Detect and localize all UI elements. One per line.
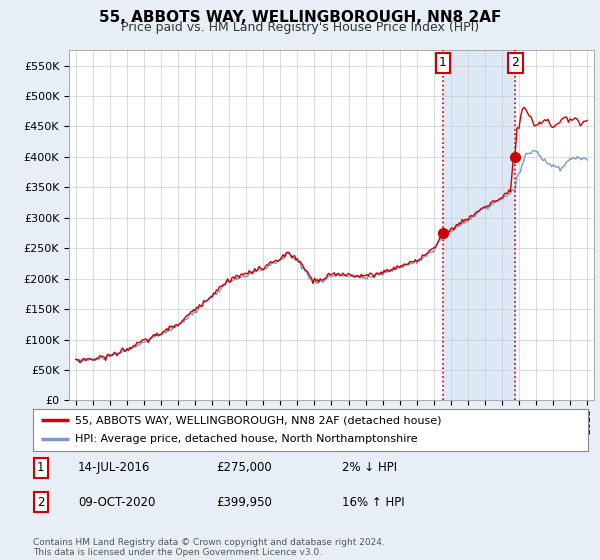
Text: 2% ↓ HPI: 2% ↓ HPI (342, 461, 397, 474)
Text: 09-OCT-2020: 09-OCT-2020 (78, 496, 155, 509)
Text: 2: 2 (37, 496, 44, 509)
Text: Price paid vs. HM Land Registry's House Price Index (HPI): Price paid vs. HM Land Registry's House … (121, 21, 479, 34)
Text: 2: 2 (511, 56, 519, 69)
Text: 55, ABBOTS WAY, WELLINGBOROUGH, NN8 2AF: 55, ABBOTS WAY, WELLINGBOROUGH, NN8 2AF (99, 10, 501, 25)
Text: £399,950: £399,950 (216, 496, 272, 509)
Text: £275,000: £275,000 (216, 461, 272, 474)
Text: 1: 1 (37, 461, 44, 474)
Text: HPI: Average price, detached house, North Northamptonshire: HPI: Average price, detached house, Nort… (74, 435, 417, 445)
Text: Contains HM Land Registry data © Crown copyright and database right 2024.
This d: Contains HM Land Registry data © Crown c… (33, 538, 385, 557)
Text: 55, ABBOTS WAY, WELLINGBOROUGH, NN8 2AF (detached house): 55, ABBOTS WAY, WELLINGBOROUGH, NN8 2AF … (74, 415, 441, 425)
Text: 1: 1 (439, 56, 447, 69)
Text: 14-JUL-2016: 14-JUL-2016 (78, 461, 151, 474)
Bar (443, 50, 515, 400)
Text: 16% ↑ HPI: 16% ↑ HPI (342, 496, 404, 509)
